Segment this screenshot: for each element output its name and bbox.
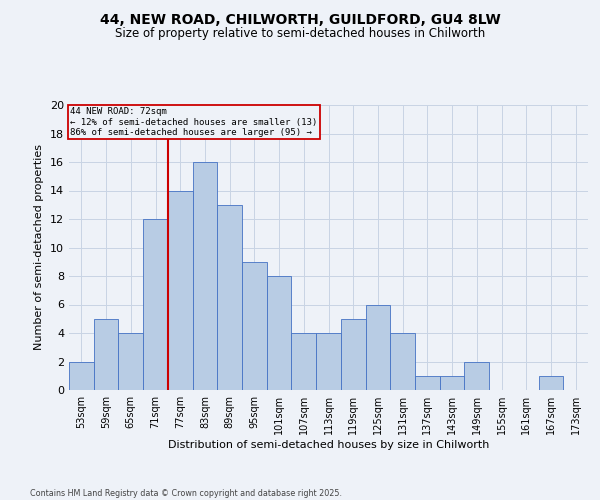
Bar <box>242 262 267 390</box>
Bar <box>365 304 390 390</box>
Bar <box>539 376 563 390</box>
Bar <box>118 333 143 390</box>
Text: Contains HM Land Registry data © Crown copyright and database right 2025.: Contains HM Land Registry data © Crown c… <box>30 488 342 498</box>
X-axis label: Distribution of semi-detached houses by size in Chilworth: Distribution of semi-detached houses by … <box>168 440 489 450</box>
Bar <box>415 376 440 390</box>
Bar <box>69 362 94 390</box>
Text: 44 NEW ROAD: 72sqm
← 12% of semi-detached houses are smaller (13)
86% of semi-de: 44 NEW ROAD: 72sqm ← 12% of semi-detache… <box>70 107 317 137</box>
Bar <box>390 333 415 390</box>
Bar <box>217 205 242 390</box>
Bar <box>143 219 168 390</box>
Bar <box>440 376 464 390</box>
Text: Size of property relative to semi-detached houses in Chilworth: Size of property relative to semi-detach… <box>115 28 485 40</box>
Y-axis label: Number of semi-detached properties: Number of semi-detached properties <box>34 144 44 350</box>
Bar <box>267 276 292 390</box>
Bar <box>193 162 217 390</box>
Text: 44, NEW ROAD, CHILWORTH, GUILDFORD, GU4 8LW: 44, NEW ROAD, CHILWORTH, GUILDFORD, GU4 … <box>100 12 500 26</box>
Bar <box>168 190 193 390</box>
Bar <box>341 319 365 390</box>
Bar <box>316 333 341 390</box>
Bar <box>94 319 118 390</box>
Bar <box>292 333 316 390</box>
Bar <box>464 362 489 390</box>
